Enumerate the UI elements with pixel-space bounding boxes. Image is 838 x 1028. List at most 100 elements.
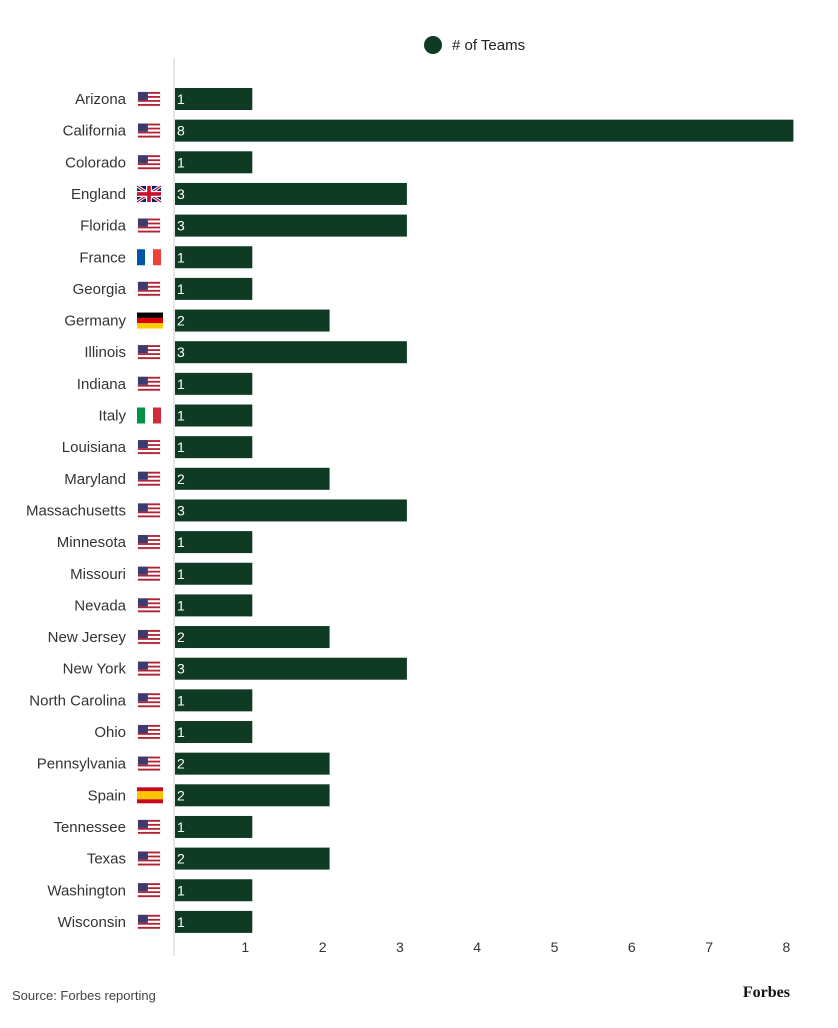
us-flag-icon <box>137 756 161 771</box>
x-tick-label: 7 <box>705 939 713 955</box>
bar <box>175 404 253 427</box>
germany-flag-icon <box>137 312 163 329</box>
category-label: England <box>71 186 126 203</box>
us-flag-icon <box>137 724 161 740</box>
bar <box>175 341 407 364</box>
us-flag-icon <box>137 281 161 297</box>
category-label: Arizona <box>75 91 127 108</box>
bar <box>175 752 330 775</box>
us-flag-icon <box>137 91 161 107</box>
bar <box>175 594 253 617</box>
category-label: Washington <box>47 882 126 899</box>
category-label: Missouri <box>70 566 126 583</box>
italy-flag-icon <box>137 407 161 424</box>
category-label: Spain <box>88 787 126 804</box>
category-label: California <box>63 123 127 140</box>
bar <box>175 531 253 554</box>
data-label: 3 <box>177 661 185 677</box>
us-flag-icon <box>137 693 161 708</box>
bar <box>175 309 330 332</box>
data-label: 1 <box>177 154 185 170</box>
category-label: Texas <box>87 851 126 868</box>
bar <box>175 815 253 838</box>
data-label: 8 <box>177 123 185 139</box>
bar <box>175 657 407 680</box>
uk-flag-icon <box>136 184 162 204</box>
bar <box>175 689 253 712</box>
data-label: 1 <box>177 819 185 835</box>
category-label: New York <box>63 661 127 678</box>
category-label: Maryland <box>64 471 126 488</box>
category-label: Illinois <box>84 344 126 361</box>
category-label: Wisconsin <box>58 914 126 931</box>
bar <box>175 182 407 205</box>
us-flag-icon <box>137 344 161 360</box>
us-flag-icon <box>137 534 161 550</box>
data-label: 1 <box>177 692 185 708</box>
category-label: Minnesota <box>57 534 127 551</box>
data-label: 2 <box>177 313 185 329</box>
category-label: Indiana <box>77 376 127 393</box>
bar <box>175 88 253 110</box>
bar <box>175 119 794 142</box>
data-label: 1 <box>177 408 185 424</box>
us-flag-icon <box>137 123 161 138</box>
bar <box>175 626 330 649</box>
data-label: 1 <box>177 439 185 455</box>
us-flag-icon <box>137 155 161 170</box>
x-tick-label: 3 <box>396 939 404 955</box>
x-tick-label: 4 <box>473 939 481 955</box>
category-label: France <box>79 249 126 266</box>
x-tick-label: 6 <box>628 939 636 955</box>
category-label: New Jersey <box>48 629 127 646</box>
france-flag-icon <box>137 249 161 266</box>
data-label: 1 <box>177 376 185 392</box>
us-flag-icon <box>137 376 161 392</box>
data-label: 1 <box>177 249 185 265</box>
us-flag-icon <box>137 566 161 581</box>
bar <box>175 151 253 174</box>
us-flag-icon <box>137 218 161 233</box>
data-label: 1 <box>177 882 185 898</box>
bar <box>175 721 253 743</box>
category-label: Nevada <box>74 597 126 614</box>
bar <box>175 214 407 237</box>
legend: # of Teams <box>424 36 525 54</box>
spain-flag-icon <box>137 787 163 804</box>
data-label: 2 <box>177 851 185 867</box>
us-flag-icon <box>137 598 161 613</box>
data-label: 1 <box>177 914 185 930</box>
category-label: Italy <box>98 408 126 425</box>
bar <box>175 847 330 870</box>
data-label: 1 <box>177 724 185 740</box>
data-label: 3 <box>177 344 185 360</box>
x-tick-label: 2 <box>319 939 327 955</box>
us-flag-icon <box>137 439 161 455</box>
bar <box>175 910 253 933</box>
category-label: Massachusetts <box>26 502 126 519</box>
bar <box>175 562 253 585</box>
us-flag-icon <box>137 471 161 487</box>
bar <box>175 879 253 902</box>
data-label: 2 <box>177 756 185 772</box>
bar <box>175 246 253 269</box>
legend-label: # of Teams <box>452 36 526 54</box>
data-label: 3 <box>177 218 185 234</box>
bar <box>175 372 253 395</box>
category-label: Florida <box>80 218 127 235</box>
legend-swatch <box>424 36 442 54</box>
us-flag-icon <box>137 883 161 898</box>
data-label: 2 <box>177 471 185 487</box>
data-label: 2 <box>177 787 185 803</box>
category-label: Ohio <box>94 724 126 741</box>
us-flag-icon <box>137 819 161 835</box>
data-label: 1 <box>177 534 185 550</box>
bar <box>175 499 407 522</box>
us-flag-icon <box>137 851 161 866</box>
category-label: Tennessee <box>53 819 126 836</box>
us-flag-icon <box>137 503 161 518</box>
bar <box>175 436 253 459</box>
brand-logo: Forbes <box>742 984 790 1001</box>
